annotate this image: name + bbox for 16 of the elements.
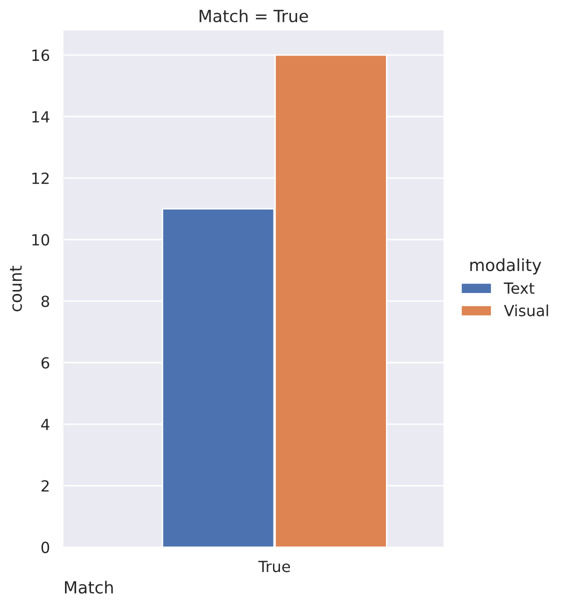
- y-axis-title: count: [10, 266, 22, 312]
- legend-label: Text: [504, 282, 534, 294]
- chart-title: Match = True: [200, 9, 308, 22]
- x-axis-title: Match: [64, 580, 113, 594]
- y-tick-label: 10: [32, 234, 50, 246]
- y-tick-label: 14: [32, 111, 50, 122]
- y-tick-label: 8: [41, 296, 50, 308]
- y-tick-label: 4: [41, 418, 50, 430]
- legend-label: Visual: [504, 304, 548, 316]
- y-tick-label: 6: [42, 357, 50, 369]
- y-tick-label: 0: [41, 542, 50, 554]
- legend-title: modality: [470, 258, 542, 274]
- y-tick-label: 16: [32, 49, 50, 62]
- x-tick-label: True: [258, 560, 290, 572]
- y-tick-label: 2: [42, 480, 49, 492]
- y-tick-label: 12: [32, 172, 49, 184]
